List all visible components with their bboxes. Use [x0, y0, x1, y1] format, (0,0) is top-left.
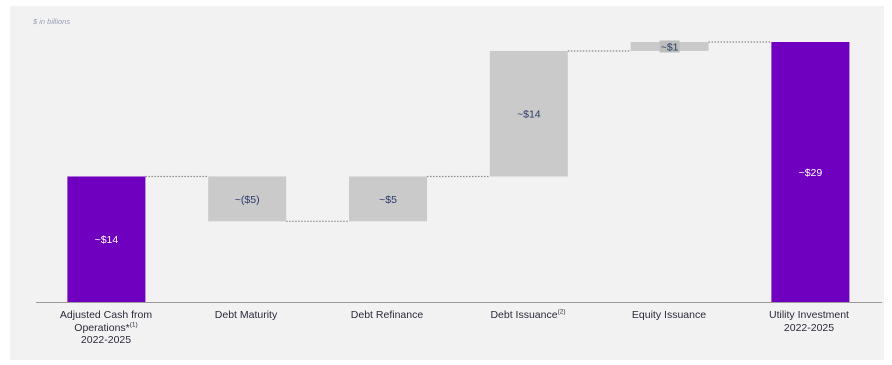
footnote-2: (2): [557, 308, 566, 316]
data-label-6: ~$29: [799, 167, 823, 179]
x-label-debt-maturity: Debt Maturity: [214, 309, 278, 321]
x-label-utility-investment: Utility Investment 2022-2025: [744, 309, 874, 334]
x-label-utility-investment-line2: 2022-2025: [783, 321, 835, 334]
x-label-adjusted-cash-line2: Operations*: [74, 321, 130, 334]
data-label-1: ~$14: [95, 234, 119, 246]
x-label-equity-issuance: Equity Issuance: [631, 309, 707, 321]
data-label-3: ~$5: [379, 194, 397, 206]
x-label-adjusted-cash-line1: Adjusted Cash from: [59, 309, 153, 321]
data-label-2: ~($5): [235, 194, 260, 206]
bar-2: [208, 176, 287, 222]
footnote-1: (1): [129, 321, 138, 328]
chart-panel: [10, 6, 884, 360]
x-label-adjusted-cash-line3: 2022-2025: [80, 334, 132, 346]
data-label-bg-5: [659, 40, 680, 53]
x-label-debt-refinance: Debt Refinance: [350, 309, 424, 321]
bar-3: [349, 176, 427, 222]
bar-4: [489, 50, 568, 177]
data-label-5: ~$1: [661, 41, 679, 53]
x-label-utility-investment-line1: Utility Investment: [769, 309, 849, 321]
x-label-debt-issuance-text: Debt Issuance: [490, 309, 558, 321]
x-label-adjusted-cash: Adjusted Cash from Operations*(1) 2022-2…: [41, 309, 171, 347]
data-label-4: ~$14: [517, 109, 541, 121]
bar-1: [67, 176, 146, 302]
unit-note: $ in billions: [33, 17, 71, 26]
x-label-debt-issuance: Debt Issuance(2): [463, 309, 593, 322]
bar-6: [771, 42, 850, 302]
